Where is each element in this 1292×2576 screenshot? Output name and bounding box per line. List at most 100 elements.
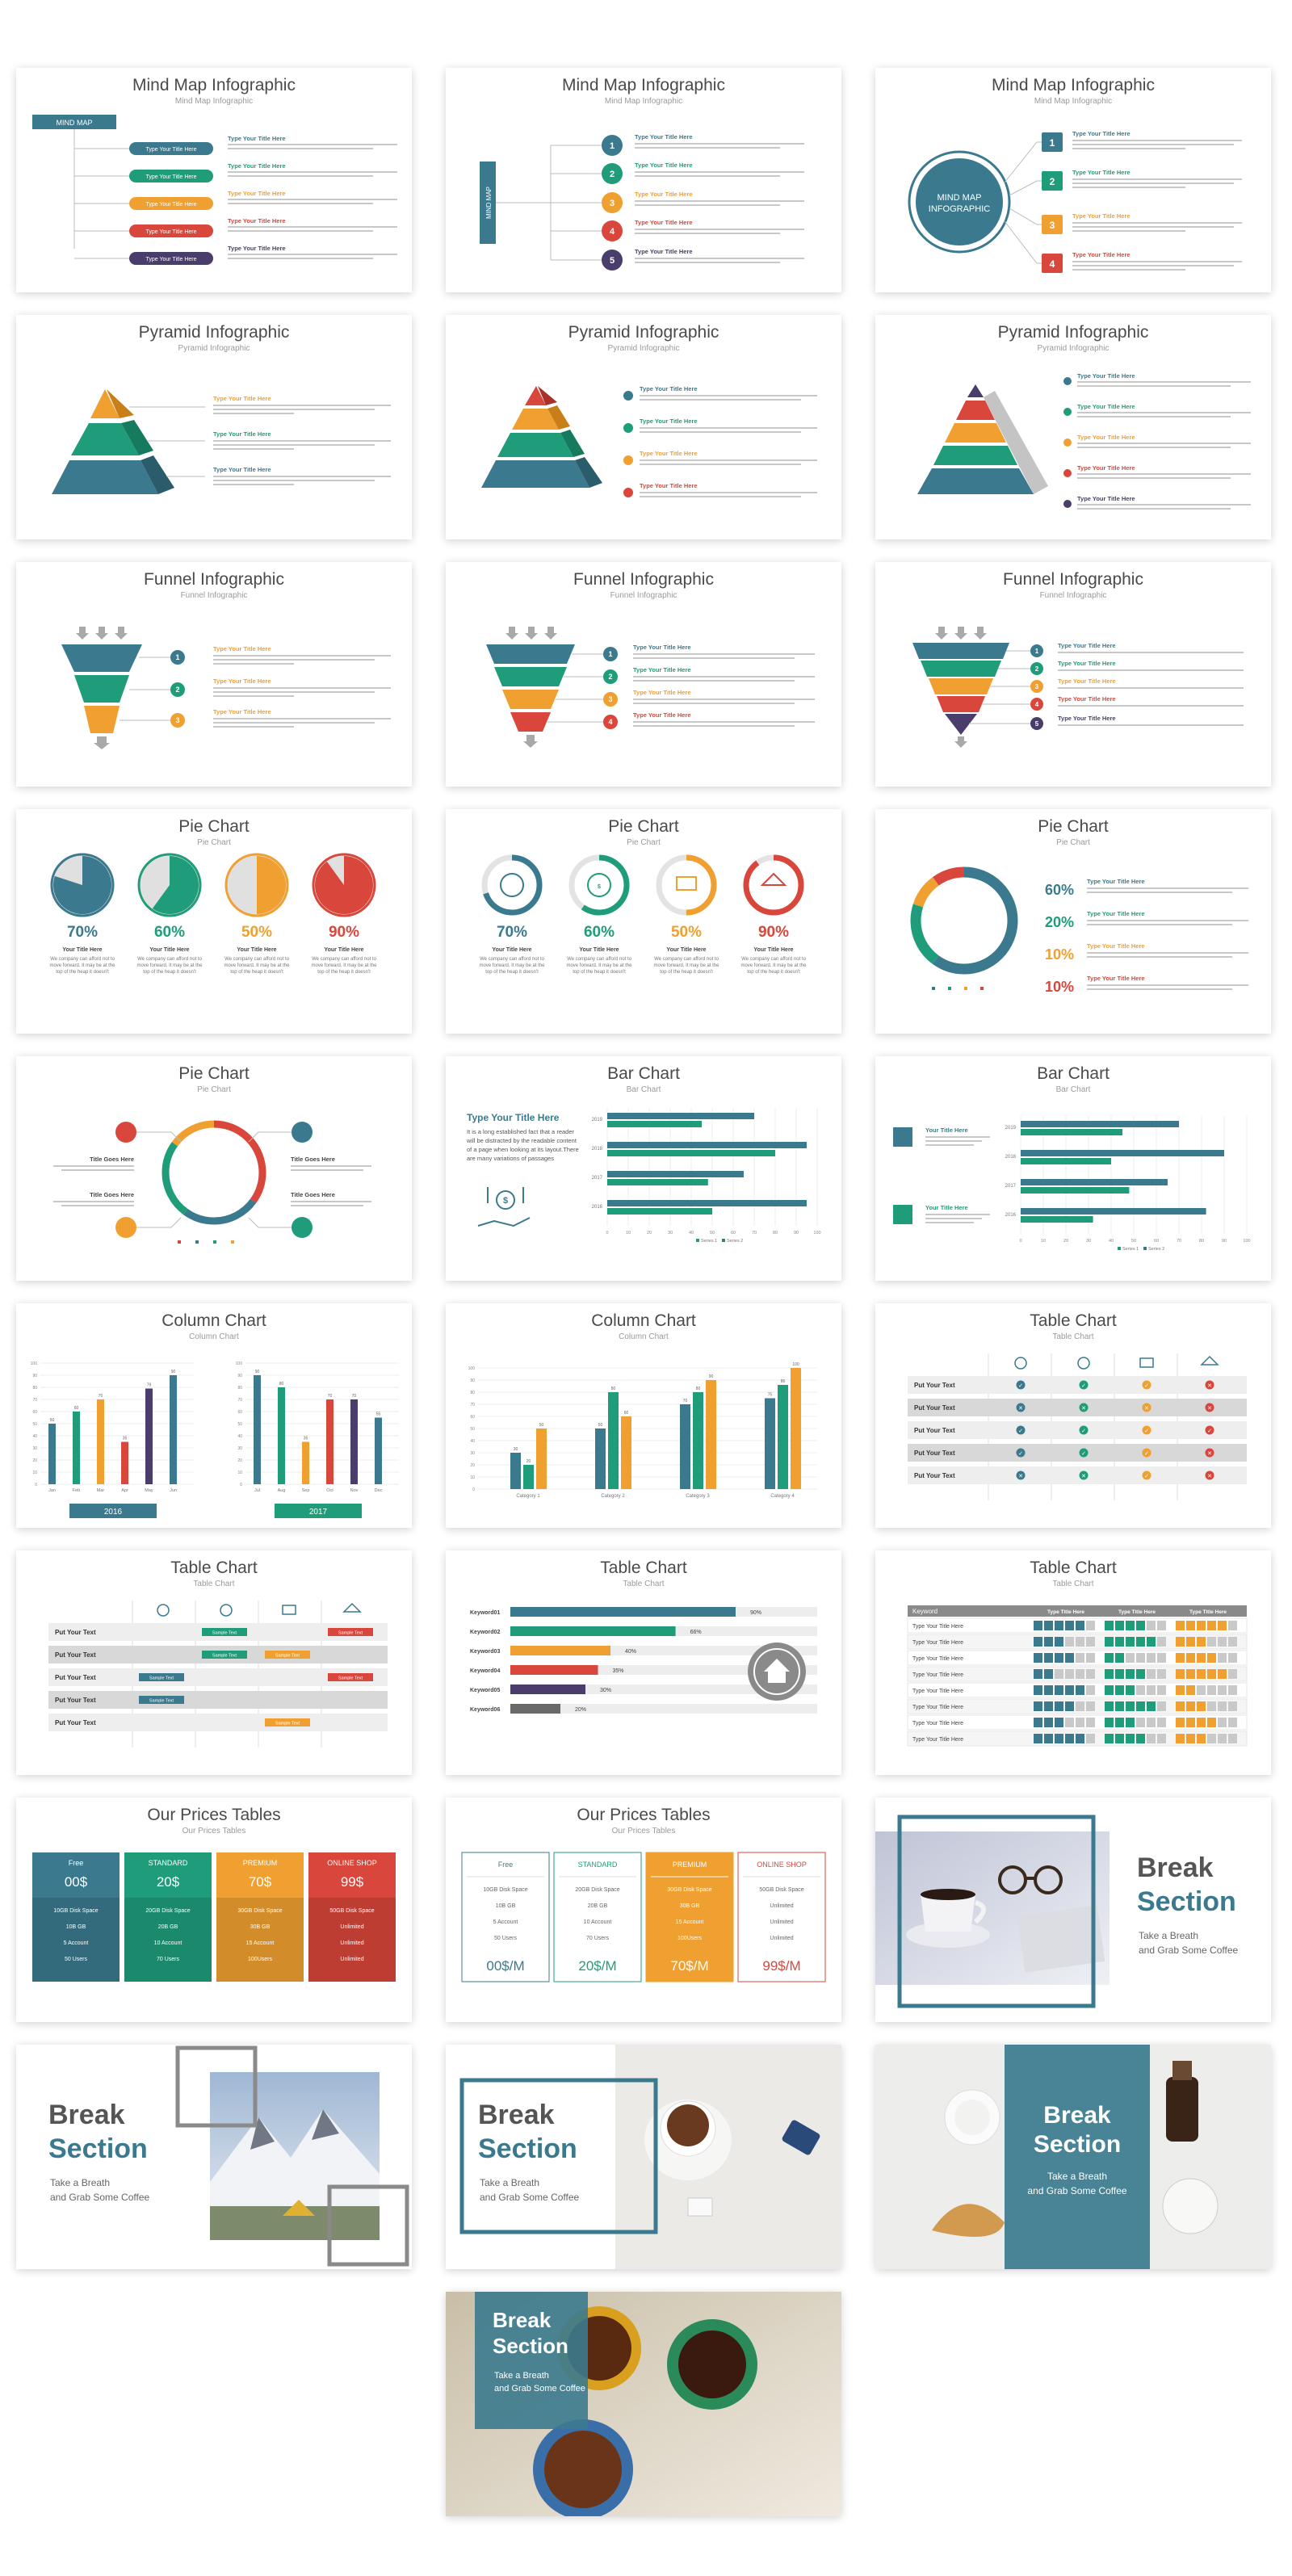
slide-title: Funnel Infographic bbox=[144, 570, 284, 589]
slide-mindmap-1[interactable]: Mind Map Infographic Mind Map Infographi… bbox=[16, 68, 412, 292]
slide-mindmap-2[interactable]: Mind Map Infographic Mind Map Infographi… bbox=[446, 68, 841, 292]
row-label: Put Your Text bbox=[914, 1427, 955, 1434]
column-bar bbox=[48, 1424, 56, 1484]
plan-price: 20$/M bbox=[578, 1958, 616, 1974]
slide-break-3[interactable]: Break Section Take a Breath and Grab Som… bbox=[446, 2045, 841, 2269]
tick-label: 30 bbox=[32, 1446, 37, 1451]
price-column bbox=[737, 1852, 826, 1982]
matrix-cell bbox=[1034, 1734, 1042, 1743]
sample-tag bbox=[139, 1696, 184, 1704]
item-title: Type Your Title Here bbox=[640, 482, 698, 489]
matrix-cell bbox=[1136, 1685, 1145, 1695]
slide-funnel-1[interactable]: Funnel Infographic Funnel Infographic 1 2… bbox=[16, 562, 412, 787]
item-title: Type Your Title Here bbox=[213, 708, 271, 715]
matrix-cell bbox=[1228, 1701, 1237, 1711]
feature-area bbox=[124, 1898, 212, 1982]
slide-pie-3[interactable]: Pie Chart Pie Chart 60% 20% 10% 10% Type… bbox=[875, 809, 1271, 1034]
check-icon bbox=[1142, 1380, 1151, 1390]
slide-column-2[interactable]: Column Chart Column Chart 0 10 20 30 40 50 60 7… bbox=[446, 1303, 841, 1528]
tick-label: 60 bbox=[1154, 1239, 1159, 1244]
matrix-cell bbox=[1105, 1718, 1114, 1727]
slide-table-1[interactable]: Table Chart Table Chart Put Your Text ✓ ✓ ✓… bbox=[875, 1303, 1271, 1528]
matrix-cell bbox=[1176, 1718, 1185, 1727]
pie-value: 60% bbox=[1045, 882, 1074, 898]
slide-break-2[interactable]: Break Section Take a Breath and Grab Som… bbox=[16, 2045, 412, 2269]
item-title: We company can afford not to bbox=[741, 957, 806, 962]
matrix-cell bbox=[1157, 1734, 1166, 1743]
item-title: Type Your Title Here bbox=[145, 174, 196, 180]
mindmap-diagram: MIND MAP Type Your Title Here Type Your T… bbox=[32, 115, 397, 265]
slide-break-1[interactable]: Break Section Take a Breath and Grab Som… bbox=[875, 1798, 1271, 2022]
slide-pyramid-1[interactable]: Pyramid Infographic Pyramid Infographic … bbox=[16, 315, 412, 539]
feature-text: 10GB Disk Space bbox=[53, 1908, 98, 1914]
item-title: Type Your Title Here bbox=[228, 190, 286, 197]
slide-pyramid-2[interactable]: Pyramid Infographic Pyramid Infographic … bbox=[446, 315, 841, 539]
slide-title: Pyramid Infographic bbox=[568, 323, 719, 342]
item-title: Title Goes Here bbox=[90, 1191, 134, 1198]
chart-heading: Type Your Title Here bbox=[467, 1112, 560, 1123]
svg-text:4: 4 bbox=[1035, 701, 1039, 708]
row-label: Put Your Text bbox=[914, 1382, 955, 1389]
tick-label: Aug bbox=[278, 1488, 286, 1493]
svg-text:are many variations of passage: are many variations of passages bbox=[467, 1155, 554, 1162]
matrix-cell bbox=[1065, 1637, 1074, 1647]
matrix-cell bbox=[1044, 1701, 1053, 1711]
data-label: 70 bbox=[99, 1394, 103, 1399]
feature-text: 100Users bbox=[248, 1957, 272, 1962]
slide-table-4[interactable]: Table Chart Table Chart Keyword Type Titl… bbox=[875, 1550, 1271, 1775]
status-mark: ✓ bbox=[1144, 1429, 1149, 1434]
slide-bar-1[interactable]: Bar Chart Bar Chart Type Your Title Here… bbox=[446, 1056, 841, 1281]
tick-label: 20 bbox=[470, 1463, 475, 1468]
donut-chart: 60% 20% 10% 10% Type Your Title Here Type… bbox=[910, 866, 1248, 995]
slide-mindmap-3[interactable]: Mind Map Infographic Mind Map Infographi… bbox=[875, 68, 1271, 292]
slide-prices-1[interactable]: Our Prices Tables Our Prices Tables Free… bbox=[16, 1798, 412, 2022]
slide-column-1[interactable]: Column Chart Column Chart 0 10 20 30 40 50 60 7… bbox=[16, 1303, 412, 1528]
table-row bbox=[908, 1399, 1247, 1416]
slide-table-2[interactable]: Table Chart Table Chart Put Your Text Sam… bbox=[16, 1550, 412, 1775]
item-title: Title Goes Here bbox=[291, 1191, 335, 1198]
money-hand-icon bbox=[477, 1187, 531, 1227]
slide-table-3[interactable]: Table Chart Table Chart Keyword01 90% Keyw… bbox=[446, 1550, 841, 1775]
item-title: Type Your Title Here bbox=[640, 450, 698, 457]
matrix-cell bbox=[1147, 1685, 1156, 1695]
matrix-cell bbox=[1126, 1701, 1135, 1711]
break-tagline-2: and Grab Some Coffee bbox=[480, 2192, 580, 2203]
item-title: Type Your Title Here bbox=[228, 217, 286, 224]
slide-subtitle: Pie Chart bbox=[197, 838, 231, 847]
data-label: 60 bbox=[74, 1406, 79, 1411]
slide-pyramid-3[interactable]: Pyramid Infographic Pyramid Infographic … bbox=[875, 315, 1271, 539]
column-bar bbox=[778, 1385, 788, 1489]
slide-bar-2[interactable]: Bar Chart Bar Chart Your Title Here Your… bbox=[875, 1056, 1271, 1281]
item-title: Type Your Title Here bbox=[640, 385, 698, 392]
svg-text:Your Title Here: Your Title Here bbox=[925, 1126, 968, 1134]
item-title: Your Title Here bbox=[666, 947, 706, 953]
break-title-line2: Section bbox=[478, 2133, 577, 2164]
matrix-cell bbox=[1076, 1669, 1084, 1679]
item-title: move forward. It may be at the bbox=[740, 963, 807, 968]
data-label: 70 bbox=[683, 1399, 688, 1403]
slide-funnel-3[interactable]: Funnel Infographic Funnel Infographic 1 2… bbox=[875, 562, 1271, 787]
slide-break-4[interactable]: Break Section Take a Breath and Grab Som… bbox=[875, 2045, 1271, 2269]
item-title: Title Goes Here bbox=[291, 1156, 335, 1163]
row-label: Type Your Title Here bbox=[912, 1656, 963, 1662]
slide-pie-4[interactable]: Pie Chart Pie Chart Title Goes Here Titl… bbox=[16, 1056, 412, 1281]
plan-name: PREMIUM bbox=[673, 1861, 707, 1869]
tick-label: Jun bbox=[170, 1488, 177, 1493]
matrix-cell bbox=[1207, 1669, 1216, 1679]
tick-label: 90 bbox=[1222, 1239, 1227, 1244]
plan-price: 20$ bbox=[157, 1874, 180, 1890]
slide-pie-2[interactable]: Pie Chart Pie Chart $ 70% 60% 50% bbox=[446, 809, 841, 1034]
tick-label: 80 bbox=[237, 1386, 242, 1391]
slide-funnel-2[interactable]: Funnel Infographic Funnel Infographic 1 2… bbox=[446, 562, 841, 787]
row-label: Type Your Title Here bbox=[912, 1624, 963, 1630]
gantt-table: Put Your Text Sample Text Sample Text Put Y… bbox=[48, 1601, 388, 1747]
bar bbox=[607, 1171, 744, 1177]
slide-prices-2[interactable]: Our Prices Tables Our Prices Tables Free… bbox=[446, 1798, 841, 2022]
slide-pie-1[interactable]: Pie Chart Pie Chart 70% 60% 50% 90% Your… bbox=[16, 809, 412, 1034]
svg-text:will be distracted by the read: will be distracted by the readable conte… bbox=[466, 1137, 577, 1144]
slide-subtitle: Table Chart bbox=[193, 1580, 235, 1588]
item-title: Type Your Title Here bbox=[633, 666, 691, 673]
slide-break-5[interactable]: Break Section Take a Breath and Grab Som… bbox=[446, 2292, 841, 2516]
matrix-cell bbox=[1055, 1669, 1063, 1679]
matrix-cell bbox=[1186, 1734, 1195, 1743]
